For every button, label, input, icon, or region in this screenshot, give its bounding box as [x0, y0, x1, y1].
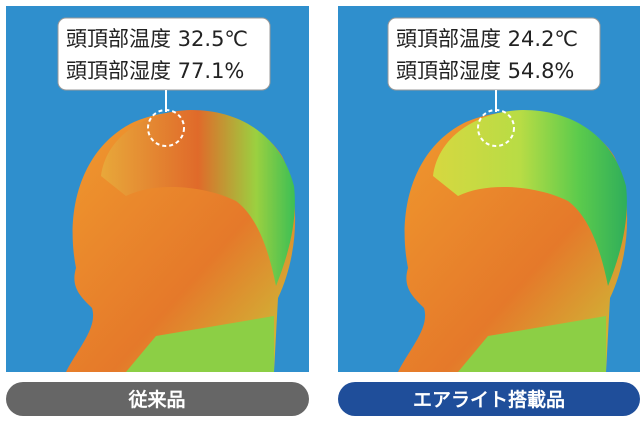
temp-text: 頭頂部温度 32.5℃ [66, 27, 248, 51]
thermal-image-airlight: 頭頂部温度 24.2℃ 頭頂部湿度 54.8% [338, 6, 640, 372]
product-label: エアライト搭載品 [413, 388, 565, 411]
label-pill [6, 382, 309, 416]
humidity-text: 頭頂部湿度 54.8% [396, 59, 574, 83]
thermal-image-conventional: 頭頂部温度 32.5℃ 頭頂部湿度 77.1% [6, 6, 309, 372]
humidity-text: 頭頂部湿度 77.1% [66, 59, 244, 83]
label-pill [338, 382, 640, 416]
temp-text: 頭頂部温度 24.2℃ [396, 27, 578, 51]
product-label: 従来品 [127, 388, 185, 411]
